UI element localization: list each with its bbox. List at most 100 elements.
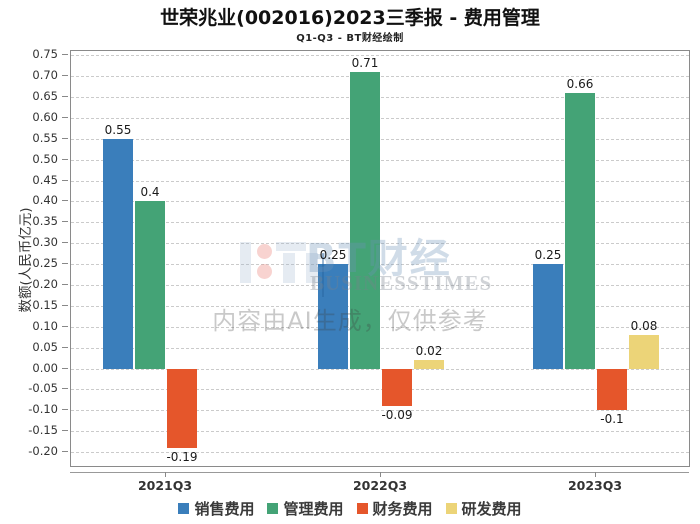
y-tick-label: 0.55 <box>32 130 58 145</box>
bar <box>318 264 348 369</box>
y-gridline <box>71 96 689 98</box>
chart-subtitle: Q1-Q3 - BT财经绘制 <box>296 33 404 44</box>
bar-value-label: 0.25 <box>534 248 562 263</box>
y-tick-label: -0.20 <box>28 444 58 459</box>
bar <box>629 335 659 369</box>
legend-item: 销售费用 <box>178 498 254 519</box>
y-gridline <box>71 264 689 266</box>
y-gridline <box>71 326 689 328</box>
y-gridline <box>71 305 689 307</box>
y-tick-mark <box>62 409 68 411</box>
y-gridline <box>71 431 689 433</box>
y-tick-label: 0.20 <box>32 276 58 291</box>
y-tick-mark <box>62 325 68 327</box>
bar <box>167 368 197 448</box>
bar-value-label: 0.66 <box>566 76 594 91</box>
y-tick-label: 0.40 <box>32 193 58 208</box>
bar-value-label: 0.08 <box>630 319 658 334</box>
y-tick-mark <box>62 283 68 285</box>
y-gridline <box>71 159 689 161</box>
y-tick-mark <box>62 346 68 348</box>
legend-swatch <box>445 503 457 514</box>
y-tick-mark <box>62 95 68 97</box>
y-gridline <box>71 368 689 370</box>
y-tick-label: -0.05 <box>28 381 58 396</box>
bar <box>414 360 444 369</box>
y-tick-label: 0.15 <box>32 297 58 312</box>
y-tick-mark <box>62 200 68 202</box>
legend-item: 研发费用 <box>445 498 522 519</box>
y-tick-label: -0.10 <box>28 402 58 417</box>
y-gridline <box>71 410 689 412</box>
y-tick-mark <box>62 158 68 160</box>
x-tick-label: 2022Q3 <box>352 478 408 493</box>
bar <box>382 368 412 407</box>
bar-value-label: 0.25 <box>319 248 347 263</box>
y-gridline <box>71 55 689 57</box>
plot-area: 0.55 0.4 -0.19 0.25 0.71 -0.09 0.02 0.25 0.66 -0.… <box>70 50 690 467</box>
y-gridline <box>71 222 689 224</box>
legend-swatch <box>267 503 279 514</box>
y-tick-label: 0.75 <box>32 47 58 62</box>
legend-swatch <box>356 503 368 514</box>
y-gridline <box>71 138 689 140</box>
bar <box>533 264 563 369</box>
y-gridline <box>71 284 689 286</box>
y-gridline <box>71 180 689 182</box>
x-tick-mark <box>165 472 166 477</box>
y-tick-label: 0.60 <box>32 109 58 124</box>
y-gridline <box>71 117 689 119</box>
bar-value-label: 0.4 <box>140 185 160 200</box>
y-tick-label: 0.10 <box>32 318 58 333</box>
y-tick-label: 0.25 <box>32 256 58 271</box>
bar-value-label: 0.55 <box>104 122 132 137</box>
y-tick-mark <box>62 54 68 56</box>
x-tick-label: 2021Q3 <box>137 478 193 493</box>
legend: 销售费用 管理费用 财务费用 研发费用 <box>0 498 700 519</box>
y-tick-mark <box>62 137 68 139</box>
y-tick-mark <box>62 242 68 244</box>
y-tick-label: 0.65 <box>32 88 58 103</box>
legend-label: 研发费用 <box>461 500 522 518</box>
y-gridline <box>71 243 689 245</box>
y-tick-mark <box>62 75 68 77</box>
legend-item: 财务费用 <box>356 498 433 519</box>
legend-item: 管理费用 <box>267 498 344 519</box>
y-tick-label: 0.70 <box>32 68 58 83</box>
x-axis-line <box>70 472 689 473</box>
bar-value-label: 0.02 <box>415 344 443 359</box>
bar <box>565 92 595 369</box>
legend-label: 销售费用 <box>194 500 255 518</box>
bar-value-label: 0.71 <box>351 55 379 70</box>
y-gridline <box>71 76 689 78</box>
y-gridline <box>71 389 689 391</box>
y-tick-mark <box>62 116 68 118</box>
y-tick-mark <box>62 430 68 432</box>
legend-swatch <box>178 503 190 514</box>
y-tick-mark <box>62 388 68 390</box>
bar-value-label: -0.09 <box>381 408 413 423</box>
legend-label: 管理费用 <box>283 500 344 518</box>
y-tick-label: -0.15 <box>28 423 58 438</box>
y-tick-mark <box>62 451 68 453</box>
y-tick-mark <box>62 304 68 306</box>
y-tick-label: 0.45 <box>32 172 58 187</box>
y-tick-label: 0.35 <box>32 214 58 229</box>
bar <box>597 368 627 411</box>
y-tick-mark <box>62 179 68 181</box>
y-gridline <box>71 201 689 203</box>
bar <box>135 201 165 369</box>
x-tick-label: 2023Q3 <box>567 478 623 493</box>
y-tick-label: 0.00 <box>32 360 58 375</box>
y-tick-mark <box>62 221 68 223</box>
y-tick-label: 0.30 <box>32 235 58 250</box>
bar <box>350 71 380 369</box>
y-tick-mark <box>62 367 68 369</box>
y-gridline <box>71 452 689 454</box>
bar <box>103 138 133 369</box>
x-tick-mark <box>595 472 596 477</box>
y-tick-label: 0.05 <box>32 339 58 354</box>
y-tick-mark <box>62 263 68 265</box>
chart-title: 世荣兆业(002016)2023三季报 - 费用管理 <box>160 7 540 29</box>
